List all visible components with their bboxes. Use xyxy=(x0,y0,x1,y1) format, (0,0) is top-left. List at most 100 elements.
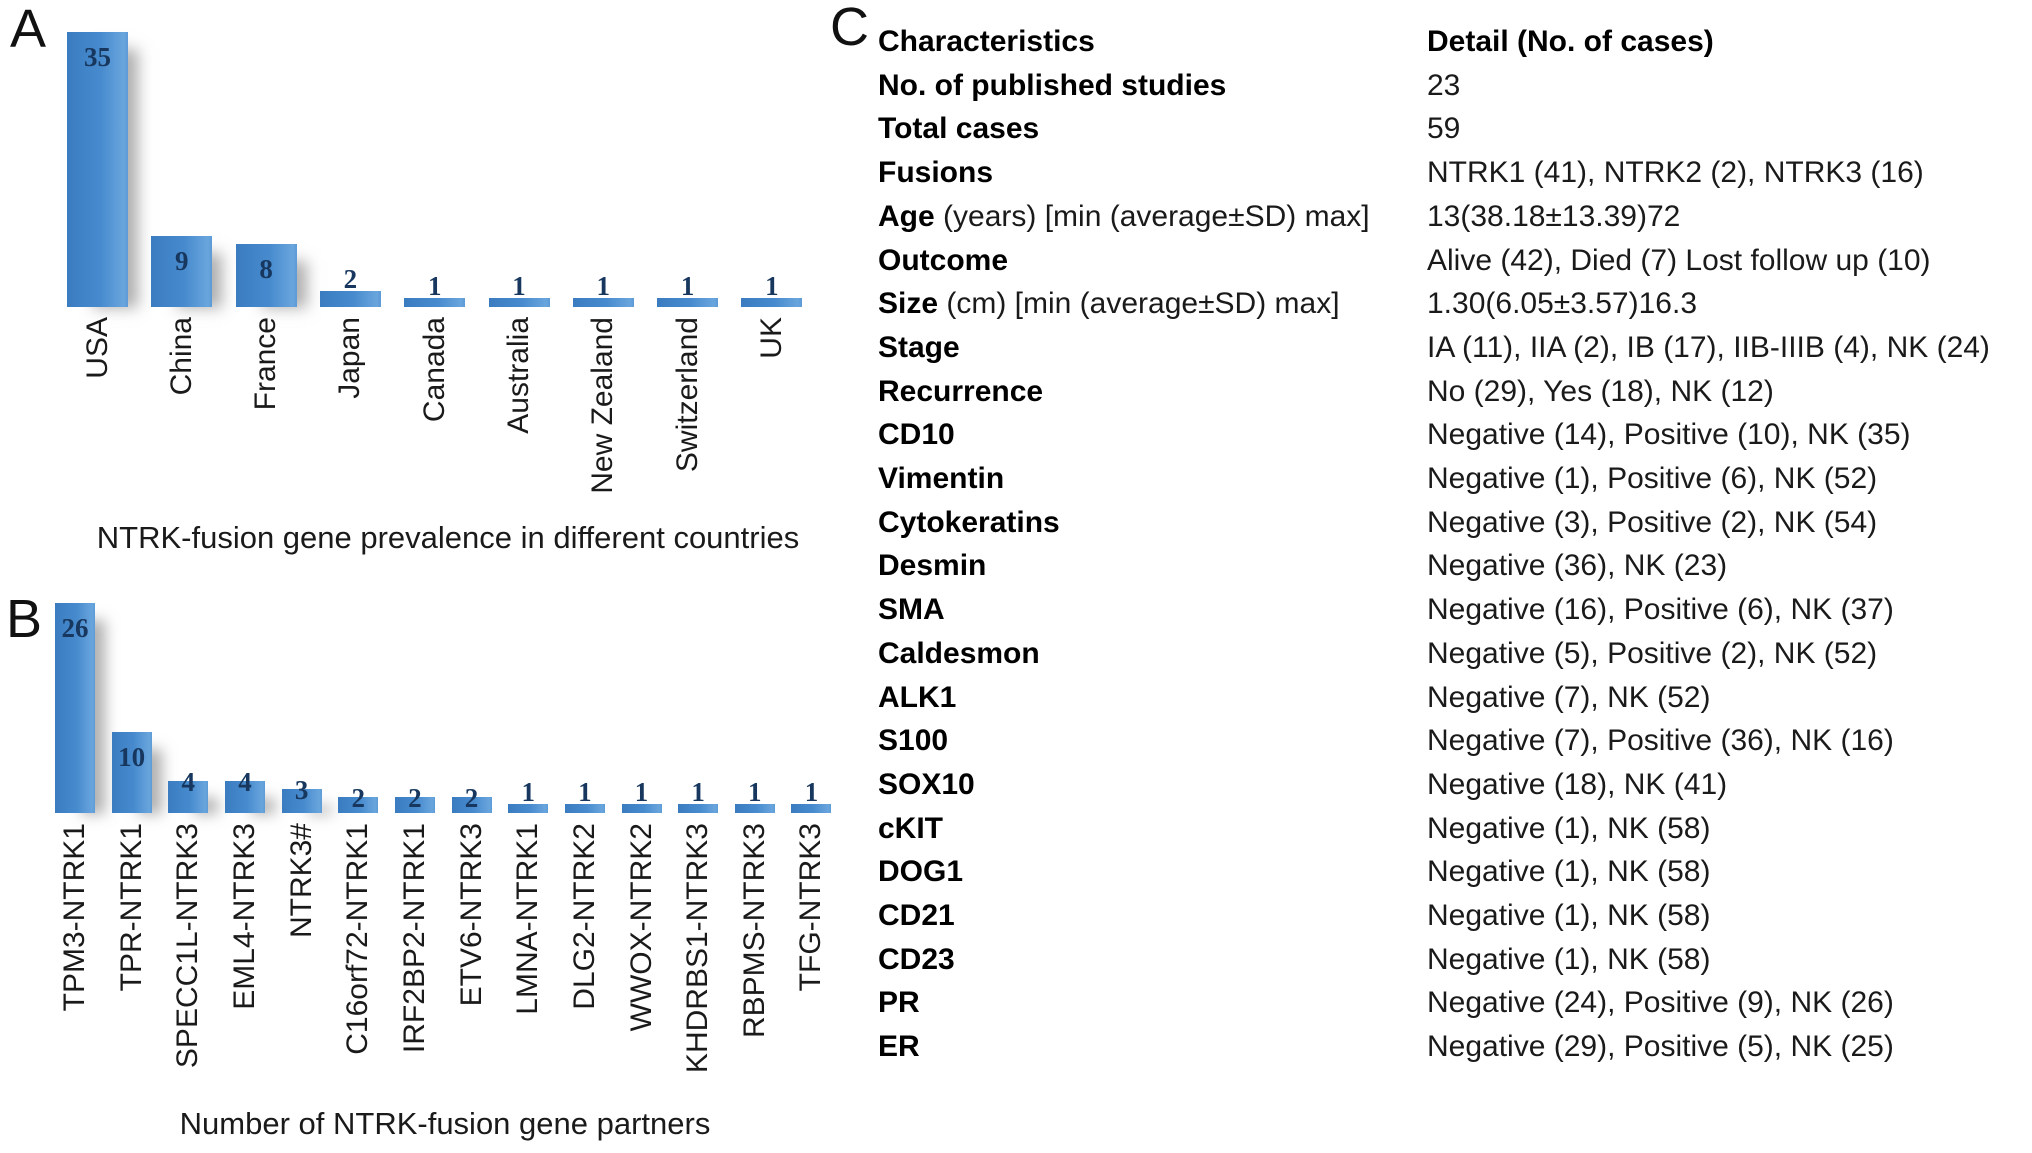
panel-b-letter: B xyxy=(6,589,43,649)
bar-value-label: 8 xyxy=(259,254,273,284)
axis-category-label: IRF2BP2-NTRK1 xyxy=(397,823,431,1054)
bar-b-12 xyxy=(734,804,775,813)
row-characteristic: Stage xyxy=(878,330,960,364)
row-detail: Negative (1), NK (58) xyxy=(1427,942,1711,976)
bar-value-label: 2 xyxy=(343,264,358,294)
bar-value-label: 4 xyxy=(181,767,196,797)
axis-category-label: Japan xyxy=(333,317,367,399)
table-row: Size (cm) [min (average±SD) max] 1.30(6.0… xyxy=(878,282,1990,326)
bar-b-8 xyxy=(508,804,549,813)
row-characteristic: CD23 xyxy=(878,942,955,976)
table-row: ALK1 Negative (7), NK (52) xyxy=(878,676,1990,720)
bar-value-label: 2 xyxy=(464,783,479,813)
table-row: Vimentin Negative (1), Positive (6), NK (… xyxy=(878,457,1990,501)
table-row: Cytokeratins Negative (3), Positive (2), … xyxy=(878,501,1990,545)
bar-value-label: 1 xyxy=(596,271,611,301)
axis-category-label: LMNA-NTRK1 xyxy=(511,823,545,1015)
axis-category-label: France xyxy=(249,317,283,411)
bar-b-1 xyxy=(111,732,152,813)
row-characteristic: No. of published studies xyxy=(878,68,1227,102)
row-characteristic: Total cases xyxy=(878,112,1040,146)
axis-category-label: RBPMS-NTRK3 xyxy=(737,823,771,1039)
bar-value-label: 1 xyxy=(804,777,819,807)
bar-a-6 xyxy=(572,298,634,307)
row-detail: Negative (7), NK (52) xyxy=(1427,680,1711,714)
axis-category-label: TPR-NTRK1 xyxy=(114,823,148,992)
chart-b-caption: Number of NTRK-fusion gene partners xyxy=(179,1106,711,1141)
axis-category-label: TFG-NTRK3 xyxy=(794,823,828,992)
bar-a-0 xyxy=(67,32,128,307)
row-characteristic: Fusions xyxy=(878,156,994,190)
row-detail: Negative (1), Positive (6), NK (52) xyxy=(1427,462,1878,496)
row-characteristic: Recurrence xyxy=(878,374,1044,408)
table-row: Caldesmon Negative (5), Positive (2), NK … xyxy=(878,632,1990,676)
bar-value-label: 1 xyxy=(765,271,779,301)
row-detail: Negative (18), NK (41) xyxy=(1427,767,1728,801)
bar-a-5 xyxy=(488,298,550,307)
axis-category-label: KHDRBS1-NTRK3 xyxy=(681,823,715,1074)
table-row: Outcome Alive (42), Died (7) Lost follow … xyxy=(878,239,1990,283)
table-row: Recurrence No (29), Yes (18), NK (12) xyxy=(878,370,1990,414)
row-characteristic: Desmin xyxy=(878,549,987,583)
bar-value-label: 1 xyxy=(521,777,535,807)
table-row: CD21 Negative (1), NK (58) xyxy=(878,894,1990,938)
bar-a-7 xyxy=(657,298,719,307)
row-detail: Negative (3), Positive (2), NK (54) xyxy=(1427,505,1878,539)
row-characteristic: S100 xyxy=(878,724,949,758)
bar-b-0 xyxy=(55,603,95,813)
bar-value-label: 1 xyxy=(427,271,442,301)
characteristics-table: Characteristics Detail (No. of cases) No… xyxy=(878,20,1990,1069)
bar-b-7 xyxy=(451,797,492,813)
table-row: No. of published studies 23 xyxy=(878,64,1990,108)
row-characteristic: Outcome xyxy=(878,243,1009,277)
row-characteristic: CD21 xyxy=(878,899,955,933)
panel-a-letter: A xyxy=(10,0,47,59)
bar-a-8 xyxy=(741,298,803,307)
row-detail: Negative (24), Positive (9), NK (26) xyxy=(1427,986,1894,1020)
axis-category-label: USA xyxy=(80,317,114,379)
axis-category-label: China xyxy=(164,317,198,396)
row-detail: Negative (36), NK (23) xyxy=(1427,549,1728,583)
row-detail: Negative (29), Positive (5), NK (25) xyxy=(1427,1030,1894,1064)
row-detail: Negative (1), NK (58) xyxy=(1427,811,1711,845)
table-row: cKIT Negative (1), NK (58) xyxy=(878,807,1990,851)
axis-category-label: WWOX-NTRK2 xyxy=(624,823,658,1032)
bar-value-label: 3 xyxy=(294,775,309,805)
axis-category-label: C16orf72-NTRK1 xyxy=(341,823,375,1055)
row-characteristic: ALK1 xyxy=(878,680,957,714)
bar-a-1 xyxy=(151,236,213,307)
bar-value-label: 1 xyxy=(634,777,649,807)
axis-category-label: Australia xyxy=(502,317,535,434)
row-characteristic: Size (cm) [min (average±SD) max] xyxy=(878,287,1340,321)
row-characteristic: Vimentin xyxy=(878,462,1005,496)
row-characteristic: ER xyxy=(878,1030,920,1064)
bar-value-label: 4 xyxy=(238,767,252,797)
row-characteristic: DOG1 xyxy=(878,855,964,889)
table-row: CD10 Negative (14), Positive (10), NK (35… xyxy=(878,413,1990,457)
bar-a-4 xyxy=(404,298,466,307)
row-detail: IA (11), IIA (2), IB (17), IIB-IIIB (4),… xyxy=(1427,330,1990,364)
table-row: Fusions NTRK1 (41), NTRK2 (2), NTRK3 (16) xyxy=(878,151,1990,195)
row-detail: NTRK1 (41), NTRK2 (2), NTRK3 (16) xyxy=(1427,156,1924,190)
panel-c-letter: C xyxy=(830,0,869,57)
axis-category-label: New Zealand xyxy=(586,317,620,494)
row-characteristic: Age (years) [min (average±SD) max] xyxy=(878,199,1370,233)
table-row: SMA Negative (16), Positive (6), NK (37) xyxy=(878,588,1990,632)
row-detail: Alive (42), Died (7) Lost follow up (10) xyxy=(1427,243,1931,277)
row-characteristic: PR xyxy=(878,986,920,1020)
axis-category-label: Switzerland xyxy=(670,317,704,473)
table-row: Total cases 59 xyxy=(878,107,1990,151)
bar-value-label: 26 xyxy=(61,613,89,643)
bar-value-label: 1 xyxy=(691,777,705,807)
bar-value-label: 1 xyxy=(748,777,762,807)
table-row: Desmin Negative (36), NK (23) xyxy=(878,544,1990,588)
bar-value-label: 35 xyxy=(84,42,111,72)
table-row: Age (years) [min (average±SD) max] 13(38.… xyxy=(878,195,1990,239)
bar-a-2 xyxy=(235,244,297,307)
row-detail: No (29), Yes (18), NK (12) xyxy=(1427,374,1774,408)
table-header-characteristics: Characteristics xyxy=(878,25,1095,58)
row-characteristic: cKIT xyxy=(878,811,944,845)
row-detail: Negative (5), Positive (2), NK (52) xyxy=(1427,636,1878,670)
axis-category-label: ETV6-NTRK3 xyxy=(454,823,488,1007)
bar-value-label: 2 xyxy=(408,783,422,813)
